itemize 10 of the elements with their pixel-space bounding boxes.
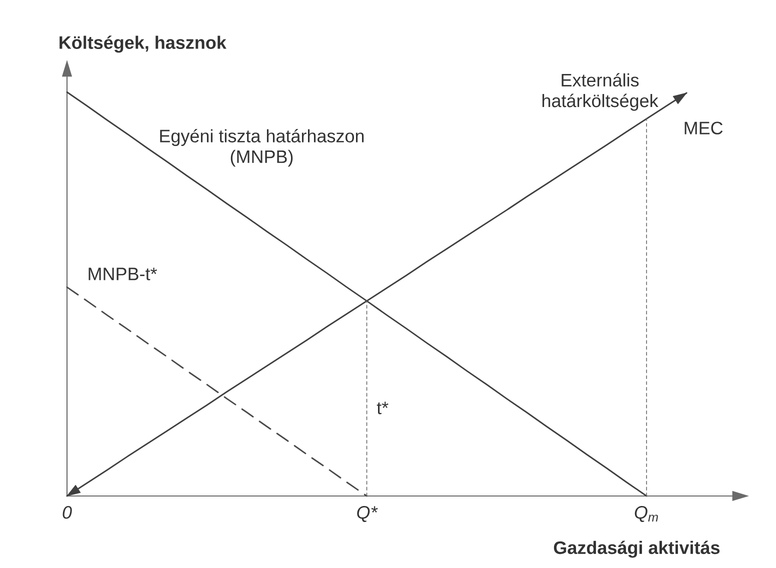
series-label: MNPB-t* xyxy=(88,268,158,280)
x-tick-label: Q$_{m}$ xyxy=(634,506,658,522)
x-tick-label: Q* xyxy=(357,506,378,522)
x-axis-title: Gazdasági aktivitás xyxy=(554,540,720,558)
x-tick-label: 0 xyxy=(62,506,72,519)
series-label: Egyéni tiszta határhaszon (MNPB) xyxy=(160,129,364,167)
y-axis-title: Költségek, hasznok xyxy=(60,36,226,53)
annotation: MEC xyxy=(684,122,723,134)
annotation: Externális határköltségek xyxy=(542,73,658,111)
annotation: t* xyxy=(376,402,388,414)
